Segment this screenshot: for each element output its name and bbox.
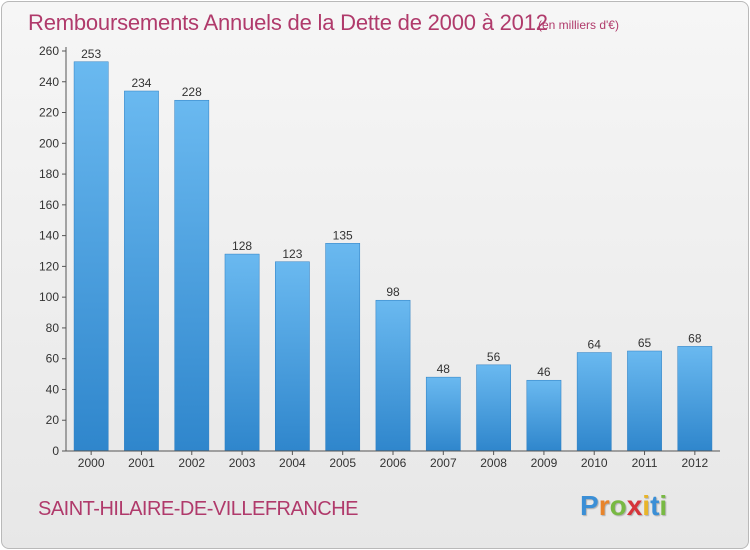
x-tick-label: 2010 [581, 456, 608, 470]
bar [425, 376, 461, 452]
y-tick-label: 40 [46, 382, 60, 396]
bar [576, 352, 612, 452]
x-tick-label: 2000 [78, 456, 105, 470]
x-tick-label: 2007 [430, 456, 457, 470]
chart-unit: (en milliers d'€) [538, 18, 619, 32]
x-tick-label: 2001 [128, 456, 155, 470]
x-tick-label: 2002 [178, 456, 205, 470]
x-tick-label: 2003 [229, 456, 256, 470]
bar [627, 350, 662, 452]
y-tick-label: 200 [39, 136, 59, 150]
y-tick-label: 0 [52, 444, 59, 458]
y-tick-label: 180 [39, 167, 59, 181]
bar [325, 243, 361, 452]
proxiti-logo-letter: x [626, 490, 643, 521]
x-tick-label: 2006 [380, 456, 407, 470]
x-tick-label: 2012 [681, 456, 708, 470]
bar [174, 99, 210, 452]
bar-value-label: 64 [588, 338, 602, 352]
y-tick-label: 260 [39, 44, 59, 58]
bar [526, 379, 562, 452]
bar-value-label: 65 [638, 336, 652, 350]
y-tick-label: 80 [46, 321, 60, 335]
bar [476, 364, 511, 452]
chart-title: Remboursements Annuels de la Dette de 20… [28, 10, 548, 35]
bar [275, 261, 310, 452]
x-tick-label: 2004 [279, 456, 306, 470]
bar [124, 90, 159, 452]
proxiti-logo: Proxiti [580, 490, 667, 522]
y-tick-label: 20 [46, 413, 60, 427]
x-tick-label: 2011 [632, 456, 658, 470]
proxiti-logo-letter: t [650, 490, 660, 521]
proxiti-logo-letter: i [659, 490, 668, 521]
y-tick-label: 240 [39, 75, 59, 89]
bar [677, 346, 713, 452]
bar-value-label: 135 [333, 228, 353, 242]
x-tick-label: 2005 [329, 456, 356, 470]
y-tick-label: 60 [46, 352, 60, 366]
bar-value-label: 98 [386, 285, 400, 299]
bar-value-label: 128 [232, 239, 252, 253]
y-tick-label: 100 [39, 290, 59, 304]
x-tick-label: 2009 [531, 456, 558, 470]
proxiti-logo-letter: P [580, 490, 599, 521]
bar-value-label: 123 [282, 247, 302, 261]
bar [375, 299, 411, 452]
y-tick-label: 120 [39, 259, 59, 273]
bar-value-label: 48 [437, 362, 451, 376]
proxiti-logo-letter: r [598, 490, 610, 521]
y-tick-label: 140 [39, 229, 59, 243]
bar-value-label: 253 [81, 47, 101, 61]
y-tick-label: 220 [39, 106, 59, 120]
proxiti-logo-letter: i [642, 490, 651, 521]
bar-value-label: 228 [182, 85, 202, 99]
city-name: SAINT-HILAIRE-DE-VILLEFRANCHE [38, 498, 359, 520]
bar-value-label: 46 [537, 365, 551, 379]
bar [224, 253, 260, 452]
x-tick-label: 2008 [480, 456, 507, 470]
bar [73, 61, 109, 452]
bar-value-label: 68 [688, 331, 702, 345]
bar-value-label: 234 [131, 76, 151, 90]
bar-value-label: 56 [487, 350, 501, 364]
y-tick-label: 160 [39, 198, 59, 212]
proxiti-logo-letter: o [609, 490, 627, 521]
